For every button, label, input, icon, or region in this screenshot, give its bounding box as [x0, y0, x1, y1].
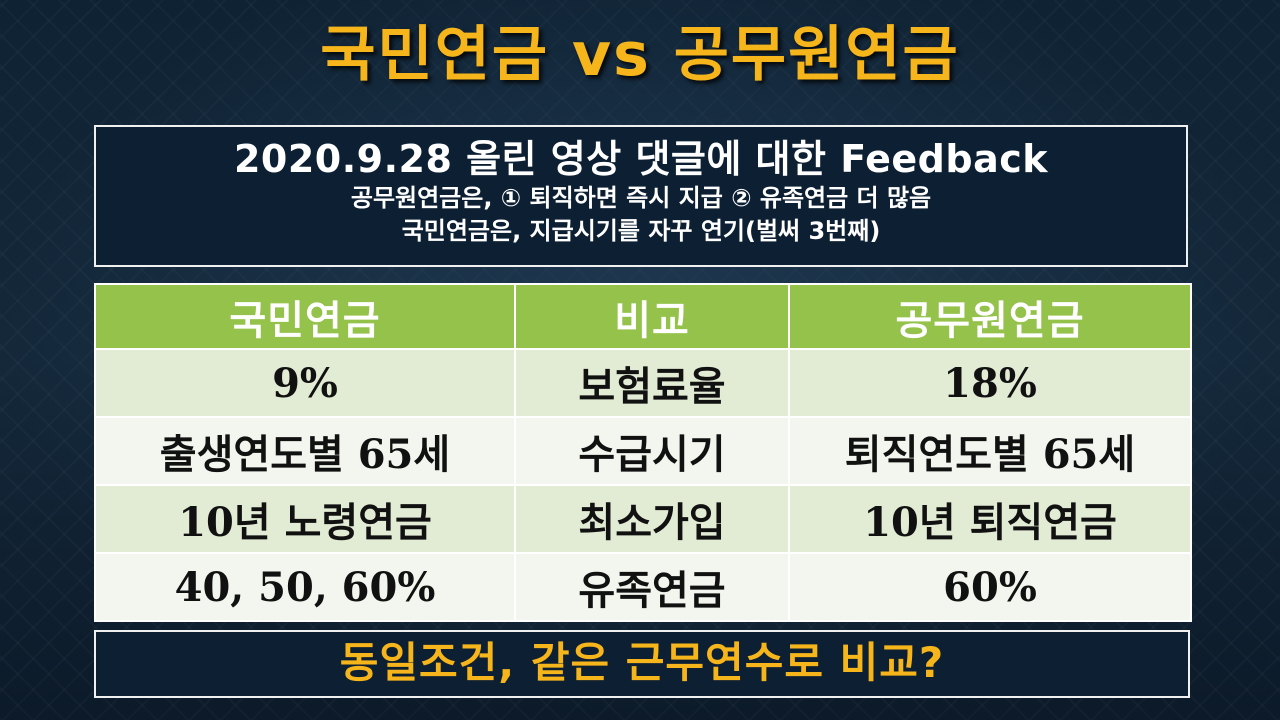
cell-criterion: 최소가입 — [514, 484, 790, 554]
question-banner: 동일조건, 같은 근무연수로 비교? — [94, 630, 1190, 698]
table-row: 출생연도별 65세 수급시기 퇴직연도별 65세 — [94, 416, 1192, 486]
table-row: 40, 50, 60% 유족연금 60% — [94, 552, 1192, 622]
cell-civil-value: 18% — [788, 348, 1192, 418]
header-national-pension: 국민연금 — [94, 283, 516, 350]
feedback-line-civil-pension: 공무원연금은, ① 퇴직하면 즉시 지급 ② 유족연금 더 많음 — [350, 183, 932, 212]
cell-civil-value: 10년 퇴직연금 — [788, 484, 1192, 554]
cell-national-value: 40, 50, 60% — [94, 552, 516, 622]
table-row: 10년 노령연금 최소가입 10년 퇴직연금 — [94, 484, 1192, 554]
comparison-table: 국민연금 비교 공무원연금 9% 보험료율 18% 출생연도별 65세 수급시기… — [94, 283, 1192, 622]
cell-national-value: 10년 노령연금 — [94, 484, 516, 554]
feedback-heading: 2020.9.28 올린 영상 댓글에 대한 Feedback — [233, 137, 1049, 181]
header-compare: 비교 — [514, 283, 790, 350]
cell-criterion: 보험료율 — [514, 348, 790, 418]
cell-national-value: 출생연도별 65세 — [94, 416, 516, 486]
feedback-line-national-pension: 국민연금은, 지급시기를 자꾸 연기(벌써 3번째) — [401, 216, 881, 245]
cell-civil-value: 퇴직연도별 65세 — [788, 416, 1192, 486]
feedback-box: 2020.9.28 올린 영상 댓글에 대한 Feedback 공무원연금은, … — [94, 125, 1188, 267]
page-title: 국민연금 vs 공무원연금 — [320, 20, 960, 90]
cell-national-value: 9% — [94, 348, 516, 418]
header-civil-pension: 공무원연금 — [788, 283, 1192, 350]
cell-criterion: 수급시기 — [514, 416, 790, 486]
cell-criterion: 유족연금 — [514, 552, 790, 622]
table-header-row: 국민연금 비교 공무원연금 — [94, 283, 1192, 350]
table-row: 9% 보험료율 18% — [94, 348, 1192, 418]
cell-civil-value: 60% — [788, 552, 1192, 622]
